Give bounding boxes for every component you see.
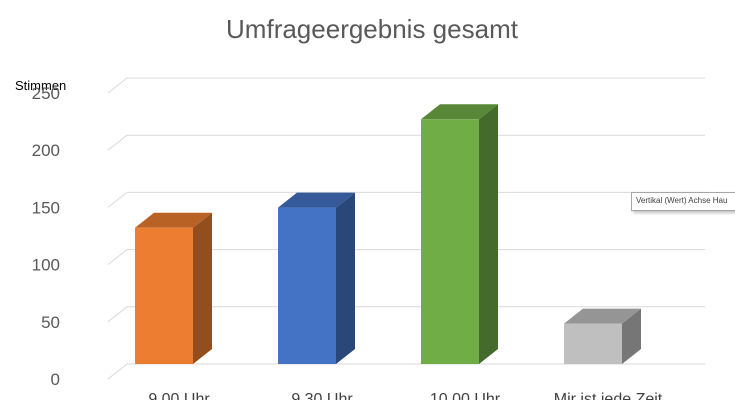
gridline <box>107 363 705 380</box>
gridline <box>107 306 705 323</box>
chart-title: Umfrageergebnis gesamt <box>226 14 519 44</box>
bar-front <box>278 207 336 364</box>
x-tick-label: Mir ist jede Zeit <box>554 391 663 400</box>
y-axis-ticks: 0 50 100 150 200 250 <box>32 84 60 389</box>
y-tick-label: 150 <box>32 198 60 217</box>
y-tick-label: 0 <box>51 370 60 389</box>
y-axis-label: Stimmen <box>15 78 66 93</box>
gridline <box>107 191 705 208</box>
bar-front <box>135 227 193 364</box>
y-tick-label: 50 <box>41 313 60 332</box>
bar-front <box>564 323 622 364</box>
y-tick-label: 100 <box>32 256 60 275</box>
axis-tooltip-text: Vertikal (Wert) Achse Hau <box>636 196 728 205</box>
bar <box>564 308 641 364</box>
bar-front <box>421 119 479 364</box>
bar-top <box>564 308 641 324</box>
gridline <box>107 249 705 265</box>
y-tick-label: 200 <box>32 141 60 160</box>
bars <box>135 104 641 364</box>
y-tick-label: 250 <box>32 84 60 103</box>
bar-side <box>193 212 212 364</box>
bar <box>135 212 212 364</box>
bar-side <box>479 104 498 364</box>
bar-side <box>622 308 641 364</box>
gridlines <box>107 77 705 380</box>
gridline <box>107 134 705 151</box>
axis-tooltip: Vertikal (Wert) Achse Hau <box>631 192 735 211</box>
bar-top <box>278 192 355 208</box>
bar <box>278 192 355 364</box>
bar-top <box>135 212 212 228</box>
x-tick-label: 9.30 Uhr <box>291 391 353 400</box>
bar-top <box>421 104 498 120</box>
bar-side <box>336 192 355 364</box>
x-axis-ticks: 9.00 Uhr 9.30 Uhr 10.00 Uhr Mir ist jede Ze… <box>148 391 662 400</box>
bar <box>421 104 498 364</box>
gridline <box>107 77 705 94</box>
x-tick-label: 10.00 Uhr <box>430 391 501 400</box>
x-tick-label: 9.00 Uhr <box>148 391 210 400</box>
